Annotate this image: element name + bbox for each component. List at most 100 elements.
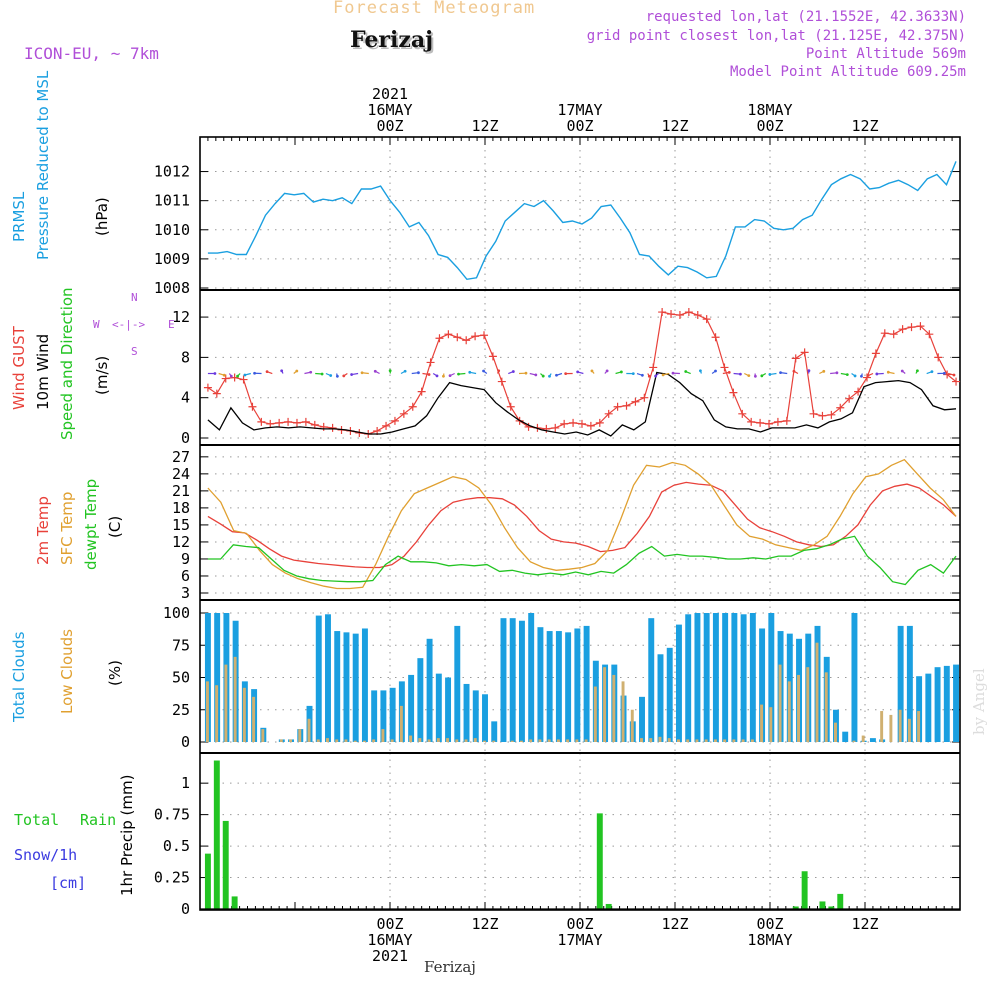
- total-cloud-bar: [906, 625, 913, 742]
- precip-bar: [828, 906, 835, 909]
- total-cloud-bar: [869, 738, 876, 742]
- gust-marker: [800, 348, 809, 357]
- gust-marker: [809, 409, 818, 418]
- total-cloud-bar: [472, 690, 479, 742]
- y-tick-label: 0: [181, 429, 190, 447]
- wind-arrow-head: [671, 371, 675, 375]
- gust-marker: [702, 315, 711, 324]
- p2-label-wind: 10m Wind: [34, 333, 52, 410]
- total-cloud-bar: [916, 676, 923, 742]
- gust-marker: [586, 421, 595, 430]
- total-cloud-bar: [759, 628, 766, 742]
- wind-arrow-head: [654, 374, 658, 378]
- wind-arrow-head: [760, 374, 764, 378]
- wind-arrow-head: [342, 374, 346, 378]
- low-cloud-bar: [704, 739, 708, 742]
- gust-marker: [711, 333, 720, 342]
- wind-arrow-head: [768, 373, 772, 376]
- gust-marker: [720, 363, 729, 372]
- low-cloud-bar: [362, 740, 366, 742]
- low-cloud-bar: [381, 729, 385, 742]
- wind-arrow-head: [779, 371, 782, 375]
- total-cloud-bar: [371, 690, 378, 742]
- time-label-bottom: 12Z: [851, 915, 878, 933]
- total-cloud-bar: [325, 614, 331, 742]
- low-cloud-bar: [279, 739, 283, 742]
- low-cloud-bar: [409, 735, 413, 742]
- total-cloud-bar: [943, 665, 950, 742]
- low-cloud-bar: [667, 738, 671, 742]
- wind-arrow-head: [714, 369, 717, 373]
- wind-arrow-head: [360, 371, 364, 375]
- low-cloud-bar: [242, 687, 246, 742]
- precip-bar: [231, 896, 238, 909]
- low-cloud-bar: [917, 711, 921, 742]
- low-cloud-bar: [834, 722, 837, 742]
- total-cloud-bar: [934, 667, 941, 742]
- time-label-top: 00Z: [756, 117, 783, 135]
- wind-arrow-head: [792, 369, 796, 373]
- gust-marker: [729, 388, 738, 397]
- low-cloud-bar: [713, 739, 717, 742]
- time-label-bottom: 2021: [372, 947, 408, 965]
- gust-marker: [925, 330, 934, 339]
- model-label: ICON-EU, ~ 7km: [24, 44, 159, 63]
- low-cloud-bar: [298, 729, 302, 742]
- gust-marker: [497, 377, 506, 386]
- wind-arrow-head: [417, 371, 420, 375]
- gust-marker: [506, 402, 515, 411]
- wind-arrow-head: [457, 372, 460, 376]
- forecast-title: Forecast Meteogram: [333, 0, 536, 18]
- p1-label-units: (hPa): [93, 197, 111, 236]
- gust-marker: [212, 389, 221, 398]
- footer-location: Ferizaj: [424, 958, 476, 976]
- wind-arrow-head: [619, 370, 623, 374]
- low-cloud-bar: [732, 739, 736, 742]
- low-cloud-bar: [335, 739, 339, 742]
- y-tick-label: 1010: [154, 221, 190, 239]
- p5-legend-snow: Snow/1h: [14, 846, 78, 864]
- total-cloud-bar: [555, 631, 562, 742]
- low-cloud-bar: [640, 738, 643, 742]
- gust-marker: [577, 419, 586, 428]
- total-cloud-bar: [546, 631, 553, 742]
- gust-marker: [560, 419, 569, 428]
- y-tick-label: 21: [172, 482, 190, 500]
- low-cloud-bar: [455, 739, 459, 742]
- wind-arrow-head: [747, 374, 751, 378]
- gust-marker: [907, 323, 916, 332]
- low-cloud-bar: [464, 739, 468, 742]
- gust-marker: [934, 353, 943, 362]
- gust-marker: [542, 424, 551, 433]
- low-cloud-bar: [307, 718, 311, 742]
- wind-arrow-head: [753, 374, 757, 378]
- model-altitude: Model Point Altitude 609.25m: [729, 64, 966, 80]
- total-cloud-bar: [925, 673, 932, 742]
- time-label-bottom: 00Z: [566, 915, 593, 933]
- total-cloud-bar: [445, 677, 452, 742]
- total-cloud-bar: [648, 618, 655, 742]
- wind-arrow-head: [605, 369, 609, 373]
- y-tick-label: 8: [181, 348, 190, 366]
- low-cloud-bar: [556, 739, 560, 742]
- y-tick-label: 6: [181, 567, 190, 585]
- gust-marker: [613, 402, 622, 411]
- wind-arrow-head: [497, 369, 501, 373]
- total-cloud-bar: [380, 690, 387, 742]
- low-cloud-bar: [353, 740, 357, 742]
- low-cloud-bar: [224, 664, 228, 742]
- p3-label-dewpt: dewpt Temp: [82, 478, 100, 570]
- gust-marker: [203, 383, 212, 392]
- time-label-top: 16MAY: [367, 101, 412, 119]
- low-cloud-bar: [566, 739, 570, 742]
- wind-arrow-head: [373, 369, 377, 373]
- low-cloud-bar: [649, 738, 653, 742]
- point-altitude: Point Altitude 569m: [805, 46, 966, 62]
- precip-bar: [819, 901, 826, 909]
- wind-arrow-head: [915, 369, 919, 373]
- gust-marker: [417, 387, 426, 396]
- wind-arrow-head: [886, 370, 890, 374]
- gust-marker: [782, 416, 791, 425]
- credit: by Angel: [970, 668, 988, 735]
